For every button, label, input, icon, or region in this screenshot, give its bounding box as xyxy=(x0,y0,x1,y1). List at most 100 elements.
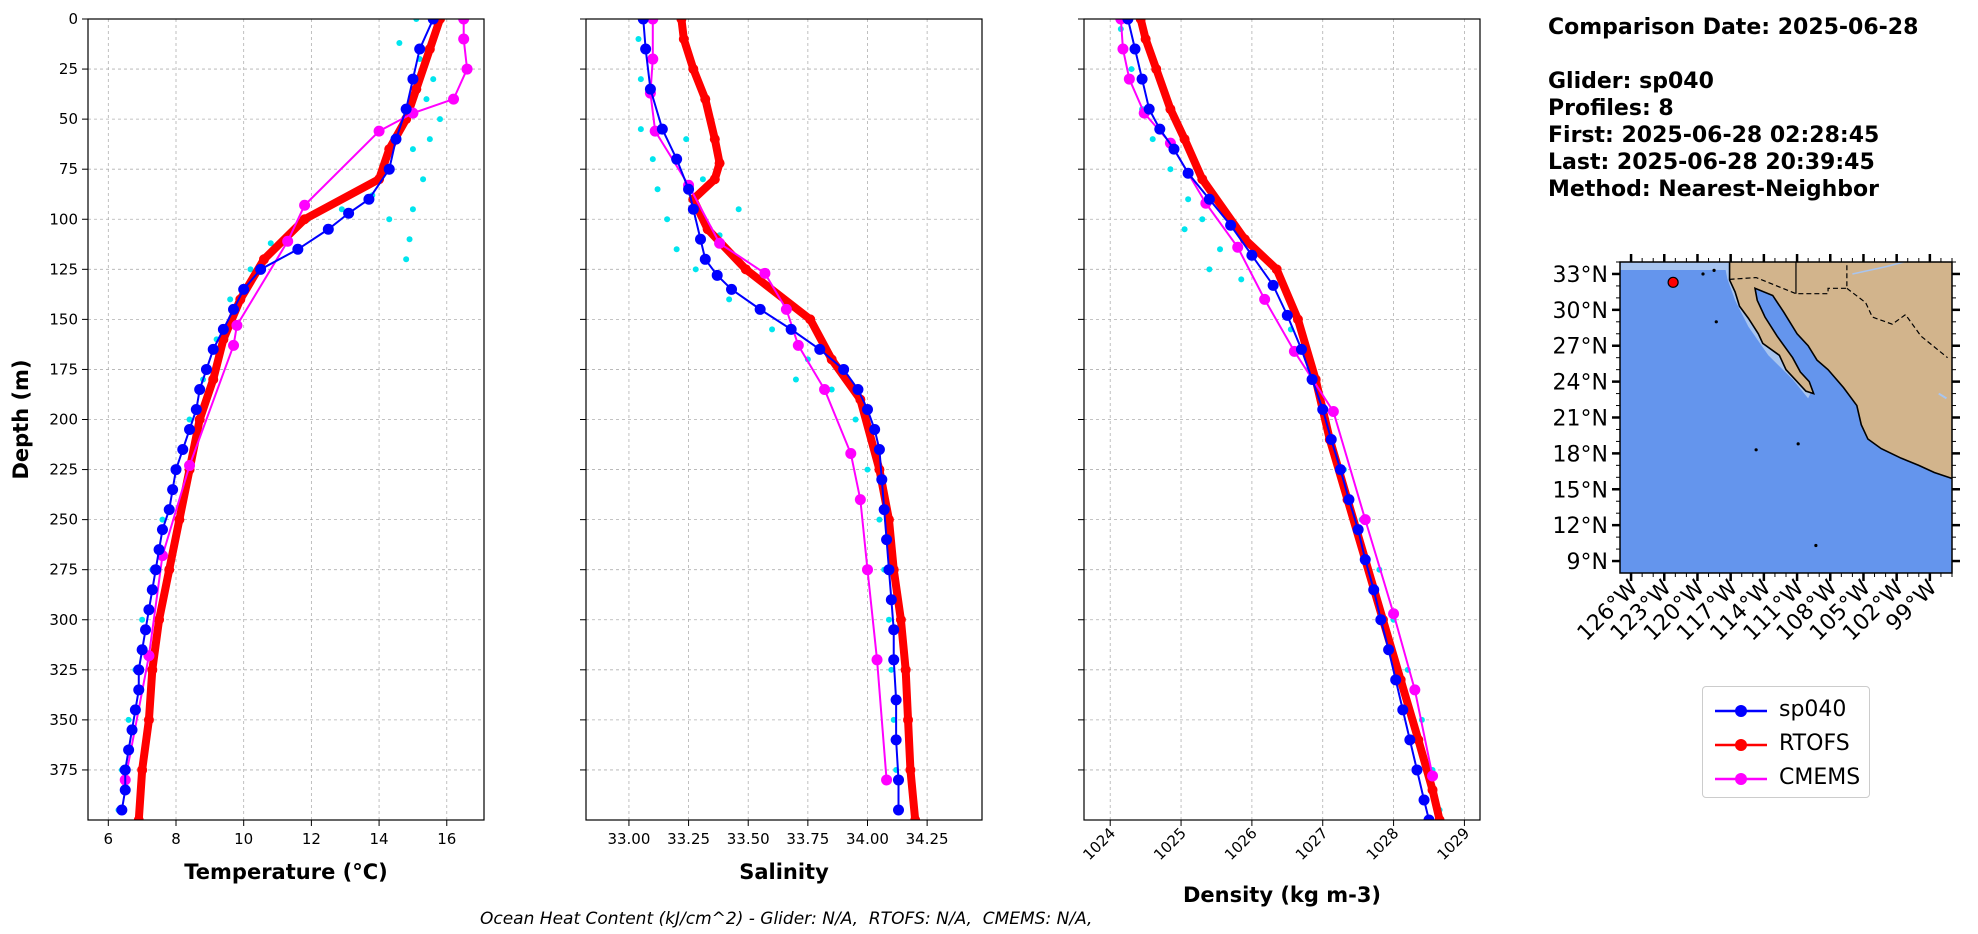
cmems-point xyxy=(714,237,726,249)
rtofs-point xyxy=(424,44,435,55)
rtofs-point xyxy=(137,764,148,775)
x-tick-label: 1026 xyxy=(1221,824,1261,864)
cmems-point xyxy=(759,267,771,279)
sp040-point xyxy=(170,464,182,476)
sp040-point xyxy=(177,444,189,456)
glider-profile-point xyxy=(692,266,699,273)
rtofs-point xyxy=(147,664,158,675)
sp040-point xyxy=(133,684,145,696)
glider-profile-point xyxy=(125,716,132,723)
rtofs-point xyxy=(874,464,885,475)
rtofs-point xyxy=(883,514,894,525)
x-tick-label: 1024 xyxy=(1079,824,1119,864)
rtofs-point xyxy=(1151,64,1162,75)
sp040-point xyxy=(123,744,135,756)
cmems-point xyxy=(1388,608,1400,620)
rtofs-point xyxy=(900,664,911,675)
cmems-point xyxy=(231,319,243,331)
sp040-point xyxy=(228,303,240,315)
sp040-point xyxy=(1390,674,1402,686)
sp040-point xyxy=(785,323,797,335)
x-tick-label: 1025 xyxy=(1150,824,1190,864)
cmems-point xyxy=(373,125,385,137)
y-tick-label: 200 xyxy=(49,411,78,429)
sp040-point xyxy=(1154,123,1166,135)
cmems-point xyxy=(448,93,460,105)
sp040-point xyxy=(1418,794,1430,806)
sp040-point xyxy=(861,403,873,415)
sp040-point xyxy=(217,323,229,335)
x-tick-label: 8 xyxy=(171,830,181,848)
sp040-point xyxy=(640,43,652,55)
sp040-point xyxy=(838,363,850,375)
sp040-point xyxy=(390,133,402,145)
glider-profile-point xyxy=(769,326,776,333)
density-axis-label: Density (kg m-3) xyxy=(1183,883,1381,907)
rtofs-point xyxy=(1197,174,1208,185)
density-panel: 1024 1025 1026 1027 1028 1029 Density (kg m-3) xyxy=(1078,18,1481,907)
glider-profile-point xyxy=(828,386,835,393)
sp040-point xyxy=(1352,524,1364,536)
comparison-info: Comparison Date: 2025-06-28 Glider: sp04… xyxy=(1548,14,1918,203)
sp040-point xyxy=(153,544,165,556)
y-tick-label: 100 xyxy=(49,210,78,228)
rtofs-point xyxy=(154,614,165,625)
cmems-point xyxy=(228,339,240,351)
sp040-point xyxy=(1203,193,1215,205)
x-tick-label: 33.50 xyxy=(727,830,770,848)
rtofs-point xyxy=(218,334,229,345)
sp040-point xyxy=(1343,494,1355,506)
island xyxy=(1714,320,1718,324)
legend-swatch-cmems xyxy=(1715,773,1767,785)
sp040-point xyxy=(383,163,395,175)
glider-profile-point xyxy=(888,666,895,673)
rtofs-point xyxy=(903,714,914,725)
rtofs-point xyxy=(709,134,720,145)
sp040-point xyxy=(146,584,158,596)
last-time: Last: 2025-06-28 20:39:45 xyxy=(1548,150,1875,175)
lagoon xyxy=(1938,392,1947,400)
cmems-point xyxy=(861,564,873,576)
sp040-point xyxy=(133,664,145,676)
rio-grande-border xyxy=(1846,287,1948,359)
rtofs-point xyxy=(143,714,154,725)
cmems-point xyxy=(299,199,311,211)
rtofs-point xyxy=(1292,314,1303,325)
glider-profile-point xyxy=(1181,226,1188,233)
sp040-point xyxy=(1246,249,1258,261)
rtofs-point xyxy=(1135,19,1146,24)
sp040-point xyxy=(116,804,128,816)
cmems-point xyxy=(458,33,470,45)
salinity-axis-label: Salinity xyxy=(739,860,829,884)
glider-profile-point xyxy=(864,466,871,473)
salinity-panel: 33.00 33.25 33.50 33.75 34.00 34.25 Salinity xyxy=(580,18,983,884)
y-tick-label: 150 xyxy=(49,310,78,328)
sp040-point xyxy=(852,383,864,395)
rtofs-point xyxy=(208,374,219,385)
rtofs-point xyxy=(714,158,725,169)
sp040-point xyxy=(238,283,250,295)
sp040-point xyxy=(119,764,131,776)
sp040-point xyxy=(881,534,893,546)
x-tick-label: 34.25 xyxy=(906,830,949,848)
sp040-point xyxy=(1182,167,1194,179)
island xyxy=(1754,448,1758,452)
cmems-point xyxy=(1327,405,1339,417)
rtofs-point xyxy=(910,815,921,820)
x-tick-label: 14 xyxy=(370,830,389,848)
y-tick-label: 75 xyxy=(59,160,78,178)
glider-profile-point xyxy=(792,376,799,383)
lat-tick-label: 15°N xyxy=(1553,478,1608,503)
y-tick-label: 225 xyxy=(49,461,78,479)
glider-profile-point xyxy=(635,36,642,43)
rtofs-line xyxy=(134,19,444,820)
glider-profile-point xyxy=(683,136,690,143)
sp040-point xyxy=(427,19,439,25)
island xyxy=(1796,442,1800,446)
glider-profile-point xyxy=(654,186,661,193)
glider-profile-point xyxy=(420,176,427,183)
y-tick-label: 50 xyxy=(59,110,78,128)
first-time: First: 2025-06-28 02:28:45 xyxy=(1548,123,1880,148)
sp040-point xyxy=(1317,403,1329,415)
